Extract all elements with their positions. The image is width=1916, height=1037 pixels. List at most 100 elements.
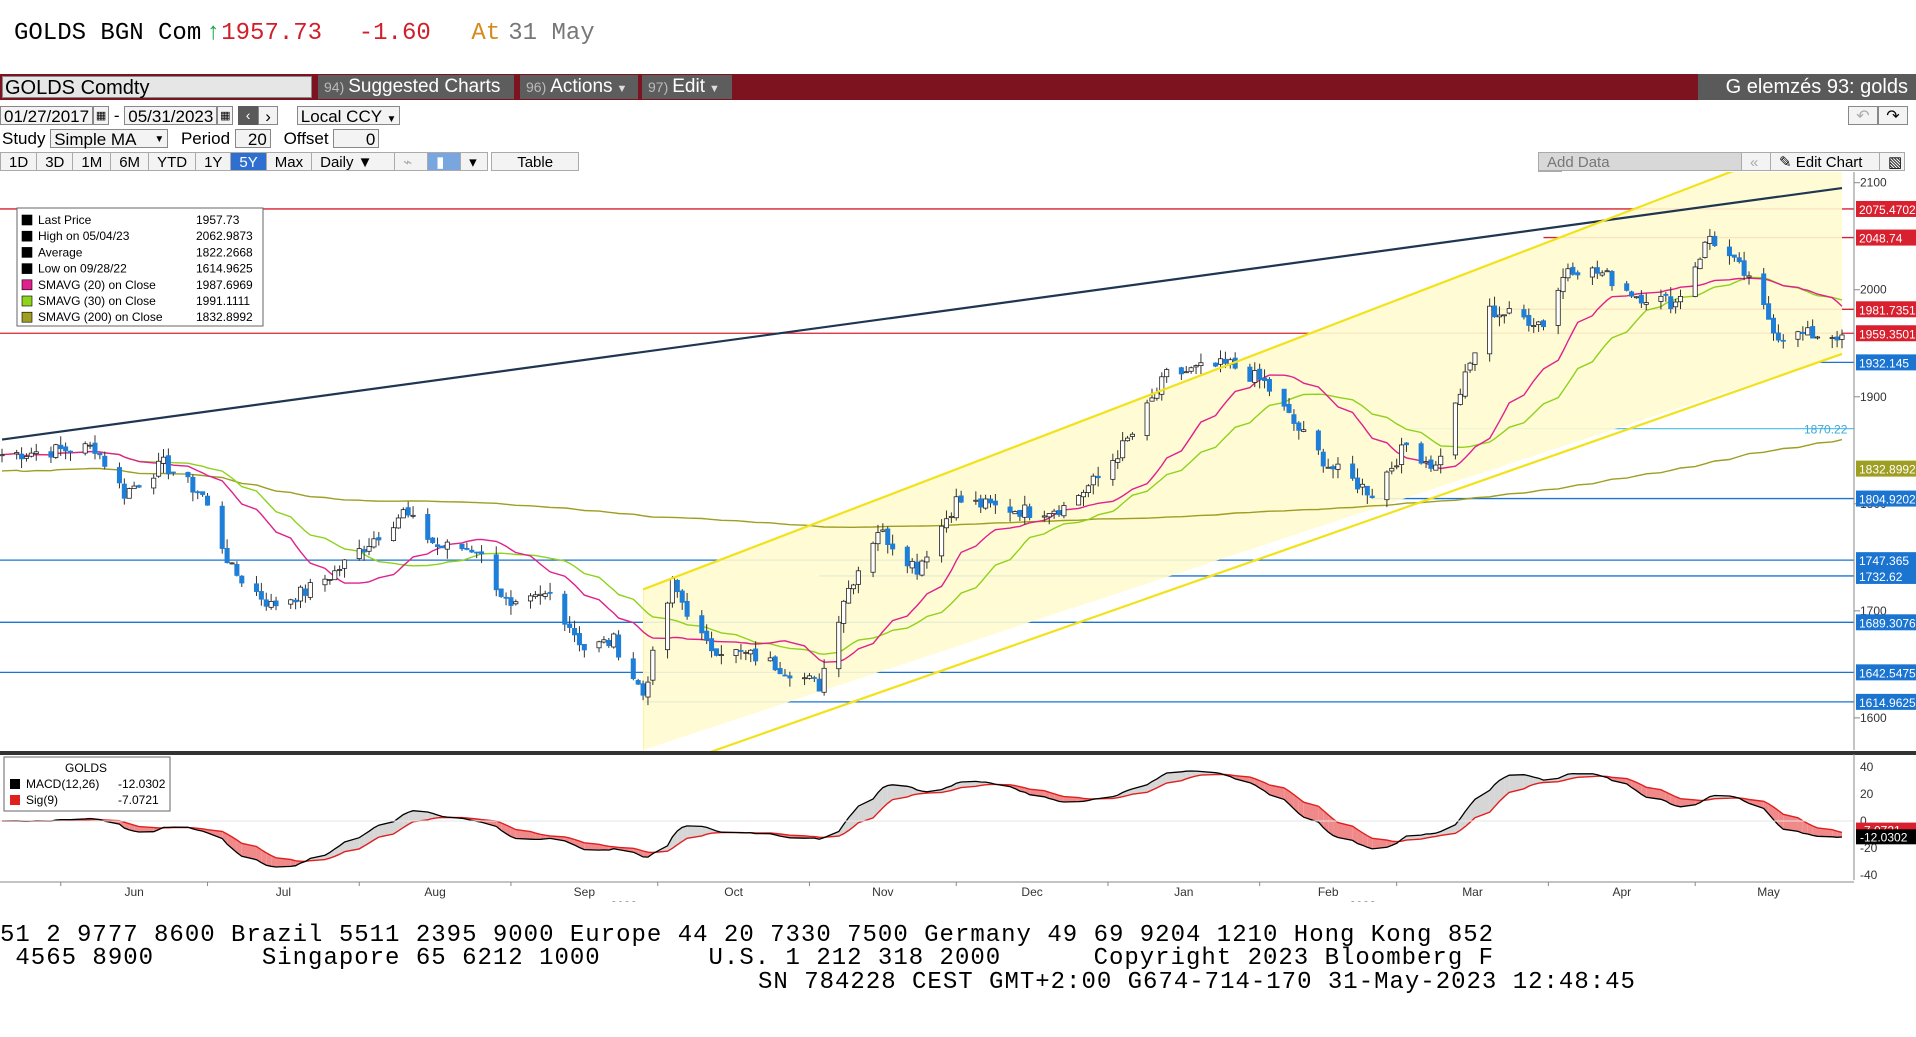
candle: [58, 444, 64, 450]
candle: [1805, 327, 1811, 336]
x-month-label: Sep: [574, 885, 596, 899]
undo-icon[interactable]: ↶: [1848, 106, 1878, 125]
macd-fill: [1528, 775, 1534, 787]
calendar-icon[interactable]: ▦: [93, 106, 110, 125]
candle: [630, 658, 636, 680]
candle: [1472, 352, 1478, 365]
x-month-label: Jan: [1174, 885, 1193, 899]
price-axis-label: 2048.74: [1859, 232, 1903, 246]
macd-fill: [373, 825, 379, 841]
dropdown-arrow-icon: ▼: [616, 83, 628, 95]
tab-5y[interactable]: 5Y: [230, 152, 267, 171]
tab-1y[interactable]: 1Y: [195, 152, 232, 171]
calendar-icon[interactable]: ▦: [217, 106, 234, 125]
candle: [1433, 464, 1439, 471]
candle: [1540, 320, 1547, 328]
candle: [777, 668, 783, 675]
sma-20-line: [1, 277, 1843, 663]
frequency-select[interactable]: Daily ▼: [311, 152, 396, 171]
macd-fill: [687, 825, 702, 839]
tab-ytd[interactable]: YTD: [148, 152, 197, 171]
add-data-input[interactable]: Add Data: [1538, 152, 1742, 171]
tab-6m[interactable]: 6M: [110, 152, 150, 171]
study-select[interactable]: Simple MA ▼: [50, 129, 169, 149]
actions-button[interactable]: 96) Actions ▼: [520, 75, 638, 99]
legend-value: 1832.8992: [196, 310, 253, 324]
candle: [459, 543, 465, 550]
candle: [645, 681, 651, 698]
edit-chart-button[interactable]: ✎ Edit Chart: [1770, 152, 1880, 171]
legend-value: 1991.1111: [196, 294, 250, 308]
table-button[interactable]: Table: [491, 152, 580, 171]
candle: [992, 500, 998, 506]
tab-3d[interactable]: 3D: [36, 152, 74, 171]
legend-swatch: [21, 247, 33, 258]
tab-1d[interactable]: 1D: [0, 152, 38, 171]
candle: [635, 680, 641, 685]
price-chart[interactable]: 1600170018001900200021002075.47022048.74…: [0, 172, 1916, 902]
candle: [503, 596, 509, 599]
actions-label: Actions: [550, 76, 613, 97]
macd-fill: [1352, 826, 1358, 844]
price-tick-label: 1900: [1860, 390, 1887, 404]
candle: [1423, 461, 1429, 464]
chart-type-dropdown[interactable]: ▾: [460, 152, 489, 171]
tab-max[interactable]: Max: [265, 152, 313, 171]
candle: [1394, 465, 1400, 468]
macd-fill: [907, 786, 913, 797]
security-symbol: GOLDS BGN Com: [14, 20, 202, 47]
candle: [1599, 272, 1605, 276]
start-date-input[interactable]: 01/27/2017: [0, 106, 94, 126]
candle: [875, 532, 881, 545]
candle: [924, 556, 930, 563]
redo-icon[interactable]: ↷: [1878, 106, 1908, 125]
chart-settings-icon[interactable]: ▧: [1879, 152, 1905, 171]
candle: [1286, 403, 1292, 413]
candle: [1315, 430, 1321, 451]
offset-input[interactable]: 0: [333, 129, 380, 149]
prev-period-icon[interactable]: ‹: [238, 106, 259, 125]
macd-fill: [1440, 824, 1456, 836]
ticker-input[interactable]: GOLDS Comdty: [2, 76, 312, 99]
candle: [1438, 455, 1444, 466]
period-input[interactable]: 20: [234, 129, 271, 149]
candle: [33, 451, 39, 455]
candle: [1428, 459, 1434, 469]
candle-chart-icon[interactable]: ▮: [427, 152, 462, 171]
candle: [376, 537, 382, 541]
candle: [297, 586, 304, 602]
macd-fill: [1763, 801, 1769, 814]
x-month-label: Oct: [724, 885, 743, 899]
end-date-input[interactable]: 05/31/2023: [124, 106, 218, 126]
macd-fill: [877, 787, 883, 813]
macd-fill: [1660, 789, 1666, 802]
trendline-channel-lower: [642, 352, 1843, 777]
macd-fill: [1367, 835, 1373, 849]
candle: [870, 542, 876, 573]
candle: [919, 560, 925, 576]
edit-button[interactable]: 97) Edit ▼: [642, 75, 732, 99]
macd-fill: [1538, 778, 1544, 784]
candle: [1726, 246, 1732, 257]
tab-1m[interactable]: 1M: [72, 152, 112, 171]
candle: [567, 623, 573, 628]
suggested-charts-button[interactable]: 94) Suggested Charts: [318, 75, 514, 99]
candle: [1677, 296, 1684, 303]
price-axis-label-bg: [1856, 325, 1916, 342]
candle: [14, 452, 20, 455]
currency-select[interactable]: Local CCY ▼: [296, 106, 401, 126]
candle: [121, 483, 127, 499]
candle: [1731, 254, 1737, 258]
x-month-label: Jul: [276, 885, 291, 899]
collapse-icon[interactable]: «: [1741, 152, 1771, 171]
macd-fill: [1509, 774, 1524, 793]
macd-legend-box: [3, 756, 171, 812]
next-period-icon[interactable]: ›: [258, 106, 279, 126]
study-controls: Study Simple MA ▼ Period 20 Offset 0: [2, 129, 380, 149]
candle: [806, 675, 812, 679]
candle: [1457, 393, 1463, 405]
line-chart-icon[interactable]: ⌁: [394, 152, 429, 171]
candle: [1144, 402, 1150, 436]
macd-fill: [369, 827, 374, 844]
legend-value: 1957.73: [196, 213, 240, 227]
